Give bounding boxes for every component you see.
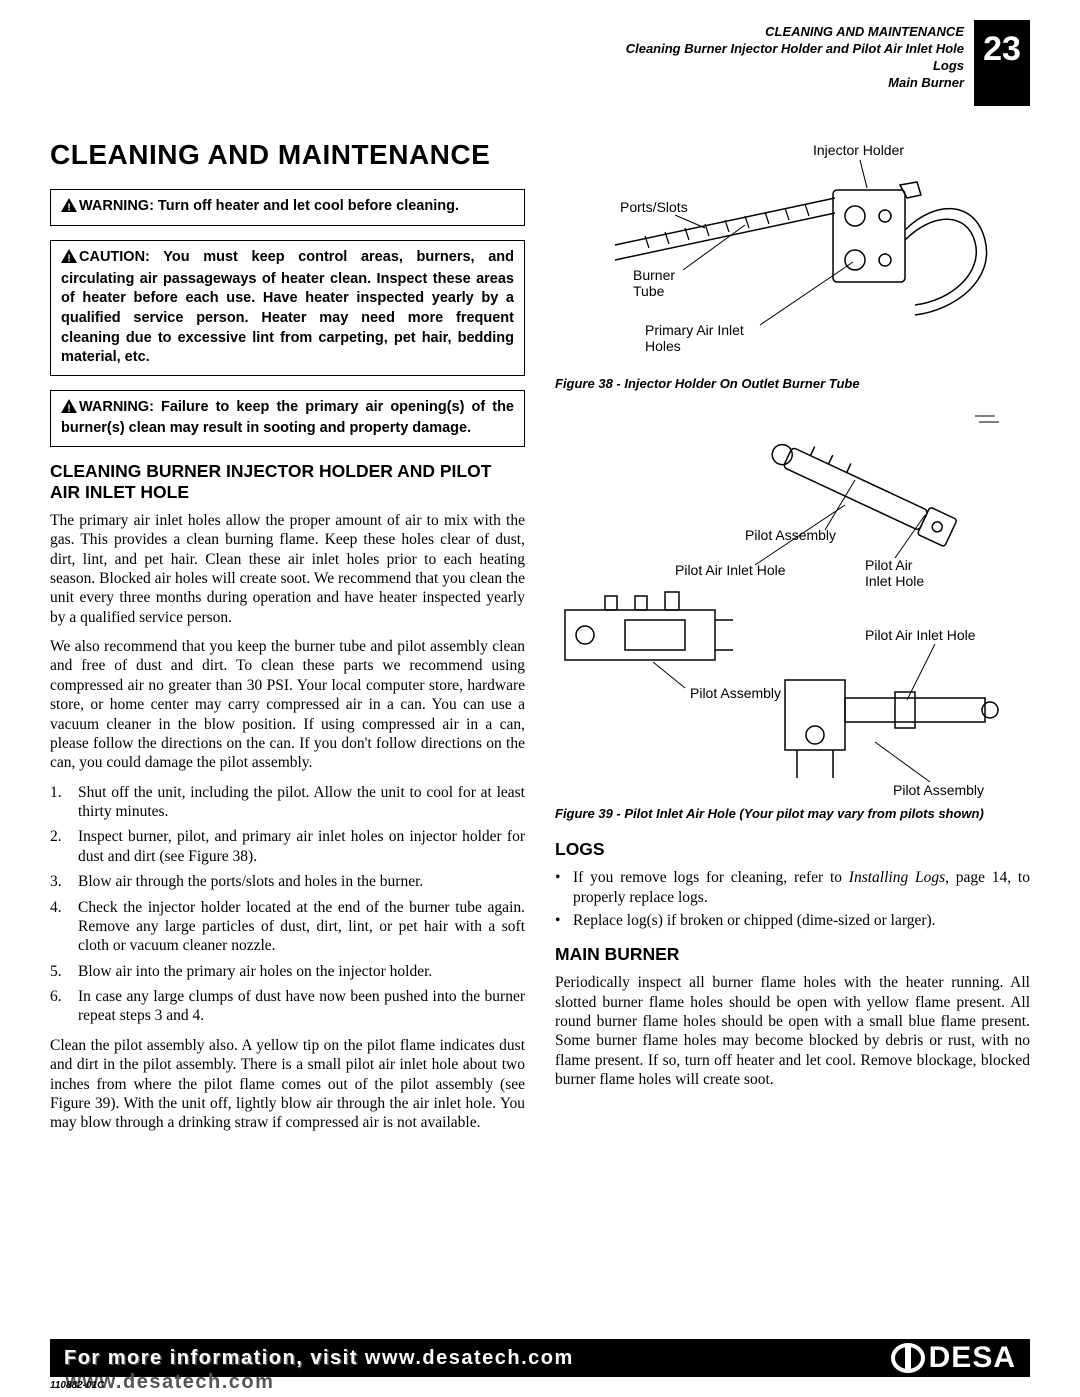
svg-text:Ports/Slots: Ports/Slots (620, 199, 688, 215)
warning-2-text: WARNING: Failure to keep the primary air… (61, 399, 514, 437)
warning-icon: ! (61, 399, 77, 420)
header-section-title: CLEANING AND MAINTENANCE (626, 24, 964, 41)
numbered-steps: 1.Shut off the unit, including the pilot… (50, 783, 525, 1026)
warning-icon: ! (61, 198, 77, 219)
para-1: The primary air inlet holes allow the pr… (50, 511, 525, 627)
logs-item-1: •If you remove logs for cleaning, refer … (555, 868, 1030, 907)
figure-39: Pilot Assembly Pilot Air Inlet Hole Pilo… (555, 410, 1030, 800)
main-burner-heading: MAIN BURNER (555, 944, 1030, 965)
svg-text:Pilot Assembly: Pilot Assembly (690, 685, 781, 701)
content-columns: CLEANING AND MAINTENANCE ! WARNING: Turn… (50, 140, 1030, 1307)
logs-item-2: •Replace log(s) if broken or chipped (di… (555, 911, 1030, 930)
svg-text:Pilot Assembly: Pilot Assembly (745, 527, 836, 543)
svg-text:BurnerTube: BurnerTube (633, 267, 675, 299)
header-topic-2: Logs (626, 58, 964, 75)
caution-text: CAUTION: You must keep control areas, bu… (61, 249, 514, 365)
step-6: 6.In case any large clumps of dust have … (50, 987, 525, 1026)
para-3: Clean the pilot assembly also. A yellow … (50, 1036, 525, 1133)
page-header: CLEANING AND MAINTENANCE Cleaning Burner… (50, 20, 1030, 100)
document-code: 110882-01C (50, 1380, 104, 1391)
desa-logo: DESA (891, 1341, 1016, 1375)
header-topics: CLEANING AND MAINTENANCE Cleaning Burner… (626, 24, 964, 92)
svg-text:Pilot Assembly: Pilot Assembly (893, 782, 984, 798)
footer-text: For more information, visit www.desatech… (64, 1347, 574, 1370)
svg-text:Injector Holder: Injector Holder (813, 142, 904, 158)
svg-text:!: ! (67, 254, 70, 264)
svg-text:Pilot Air Inlet Hole: Pilot Air Inlet Hole (675, 562, 786, 578)
svg-text:!: ! (67, 202, 70, 212)
main-title: CLEANING AND MAINTENANCE (50, 140, 525, 171)
main-burner-text: Periodically inspect all burner flame ho… (555, 973, 1030, 1089)
figure-39-caption: Figure 39 - Pilot Inlet Air Hole (Your p… (555, 806, 1030, 822)
left-column: CLEANING AND MAINTENANCE ! WARNING: Turn… (50, 140, 525, 1307)
figure-38: Injector Holder Ports/Slots BurnerTube P… (555, 140, 1030, 370)
right-column: Injector Holder Ports/Slots BurnerTube P… (555, 140, 1030, 1307)
subheading-cleaning: CLEANING BURNER INJECTOR HOLDER AND PILO… (50, 461, 525, 503)
logs-heading: LOGS (555, 839, 1030, 860)
step-3: 3.Blow air through the ports/slots and h… (50, 872, 525, 891)
page-number: 23 (974, 20, 1030, 106)
svg-text:Pilot Air Inlet Hole: Pilot Air Inlet Hole (865, 627, 976, 643)
logs-list: •If you remove logs for cleaning, refer … (555, 868, 1030, 930)
figure-38-caption: Figure 38 - Injector Holder On Outlet Bu… (555, 376, 1030, 392)
page-footer: For more information, visit www.desatech… (50, 1339, 1030, 1377)
step-2: 2.Inspect burner, pilot, and primary air… (50, 827, 525, 866)
svg-text:!: ! (67, 403, 70, 413)
para-2: We also recommend that you keep the burn… (50, 637, 525, 773)
step-1: 1.Shut off the unit, including the pilot… (50, 783, 525, 822)
svg-text:Pilot AirInlet Hole: Pilot AirInlet Hole (865, 557, 924, 589)
warning-box-1: ! WARNING: Turn off heater and let cool … (50, 189, 525, 227)
warning-1-text: WARNING: Turn off heater and let cool be… (79, 198, 459, 214)
caution-box: ! CAUTION: You must keep control areas, … (50, 240, 525, 375)
step-5: 5.Blow air into the primary air holes on… (50, 962, 525, 981)
svg-text:Primary Air InletHoles: Primary Air InletHoles (645, 322, 744, 354)
step-4: 4.Check the injector holder located at t… (50, 898, 525, 956)
header-topic-3: Main Burner (626, 75, 964, 92)
warning-box-2: ! WARNING: Failure to keep the primary a… (50, 390, 525, 447)
warning-icon: ! (61, 249, 77, 270)
header-topic-1: Cleaning Burner Injector Holder and Pilo… (626, 41, 964, 58)
